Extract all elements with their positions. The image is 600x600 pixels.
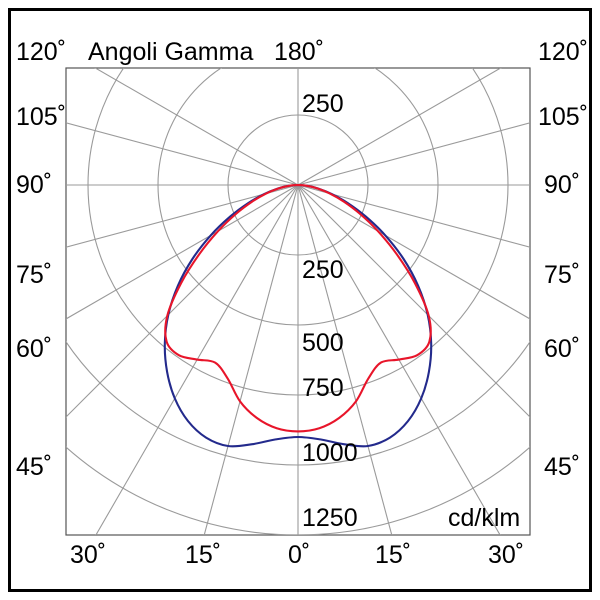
curve-c0-c180 bbox=[164, 183, 432, 433]
ring-label-1250: 1250 bbox=[302, 504, 358, 532]
bottom-tick-right-15: 15˚ bbox=[375, 541, 412, 569]
bottom-tick-right-30: 30˚ bbox=[488, 541, 525, 569]
ring-label-250-top: 250 bbox=[302, 90, 344, 118]
bottom-tick-center-0: 0˚ bbox=[288, 541, 311, 569]
left-tick-120: 120˚ bbox=[16, 38, 67, 66]
left-tick-75: 75˚ bbox=[16, 261, 53, 289]
bottom-tick-left-30: 30˚ bbox=[70, 541, 107, 569]
ring-label-500: 500 bbox=[302, 329, 344, 357]
right-tick-105: 105˚ bbox=[538, 103, 589, 131]
left-tick-90: 90˚ bbox=[16, 171, 53, 199]
curve-c90-c270 bbox=[163, 183, 433, 448]
bottom-tick-left-15: 15˚ bbox=[185, 541, 222, 569]
right-tick-120: 120˚ bbox=[538, 38, 589, 66]
right-tick-75: 75˚ bbox=[544, 261, 581, 289]
right-tick-90: 90˚ bbox=[544, 171, 581, 199]
right-tick-45: 45˚ bbox=[544, 453, 581, 481]
top-angle-label: 180˚ bbox=[274, 38, 325, 66]
ring-label-1000: 1000 bbox=[302, 439, 358, 467]
left-tick-105: 105˚ bbox=[16, 103, 67, 131]
ring-label-250: 250 bbox=[302, 256, 344, 284]
chart-outer-border bbox=[8, 8, 592, 592]
unit-label: cd/klm bbox=[448, 504, 521, 532]
right-tick-60: 60˚ bbox=[544, 335, 581, 363]
chart-title: Angoli Gamma bbox=[88, 38, 254, 66]
series-curves bbox=[163, 183, 433, 448]
left-tick-60: 60˚ bbox=[16, 335, 53, 363]
left-tick-45: 45˚ bbox=[16, 453, 53, 481]
ring-label-750: 750 bbox=[302, 374, 344, 402]
